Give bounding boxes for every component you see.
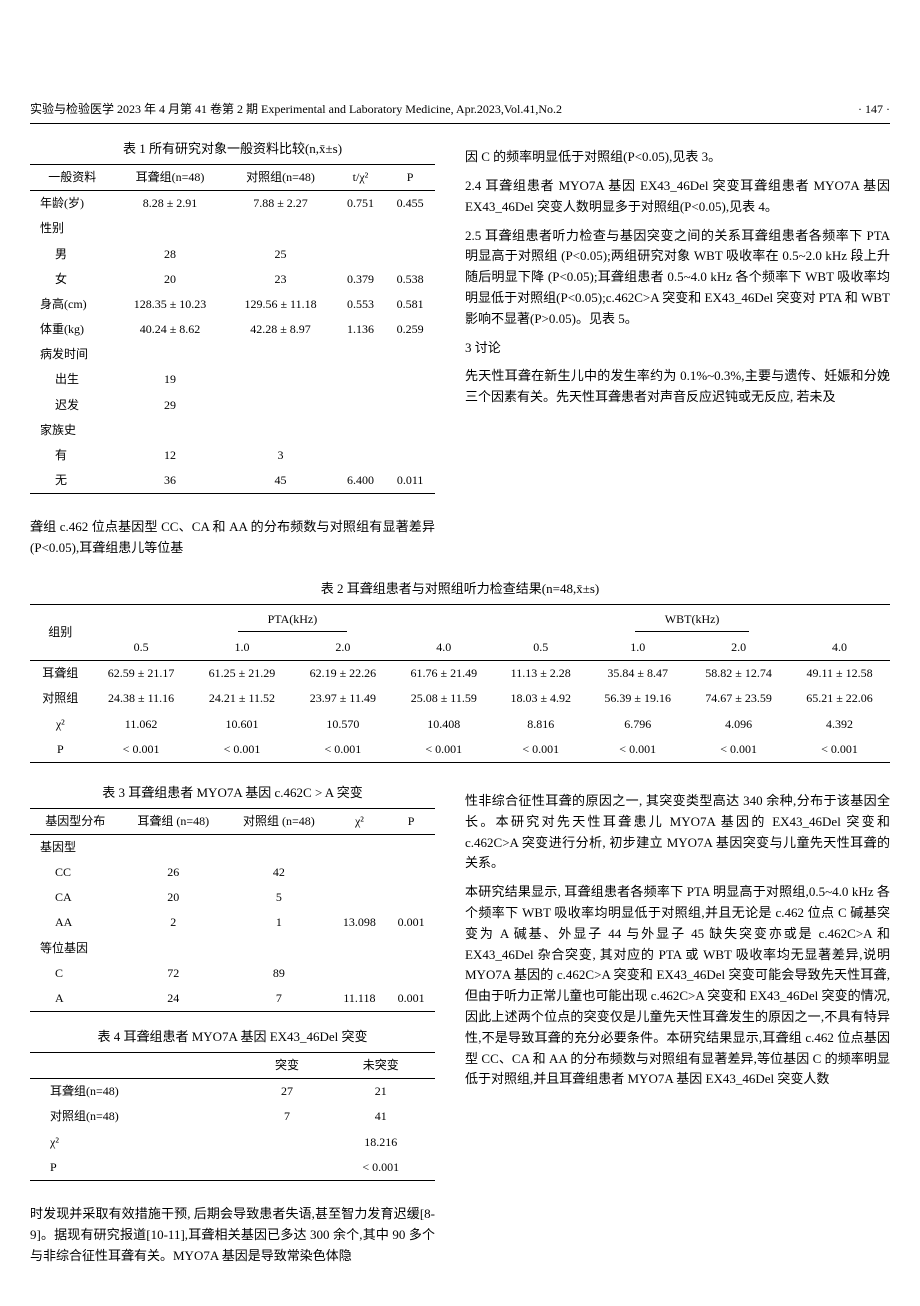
journal-info: 实验与检验医学 2023 年 4 月第 41 卷第 2 期 Experiment… (30, 100, 562, 119)
page-number: · 147 · (858, 100, 890, 119)
bottom-left-para: 时发现并采取有效措施干预, 后期会导致患者失语,甚至智力发育迟缓[8-9]。据现… (30, 1204, 435, 1266)
right-column-top: 因 C 的频率明显低于对照组(P<0.05),见表 3。2.4 耳聋组患者 MY… (465, 139, 890, 559)
running-header: 实验与检验医学 2023 年 4 月第 41 卷第 2 期 Experiment… (30, 100, 890, 124)
table3-title: 表 3 耳聋组患者 MYO7A 基因 c.462C > A 突变 (30, 783, 435, 804)
table3: 基因型分布耳聋组 (n=48)对照组 (n=48)χ²P 基因型CC2642CA… (30, 808, 435, 1013)
table2: 组别 PTA(kHz) WBT(kHz) 0.51.02.04.00.51.02… (30, 604, 890, 763)
table2-title: 表 2 耳聋组患者与对照组听力检查结果(n=48,x̄±s) (30, 579, 890, 600)
table1-title: 表 1 所有研究对象一般资料比较(n,x̄±s) (30, 139, 435, 160)
table1: 一般资料耳聋组(n=48)对照组(n=48)t/χ²P 年龄(岁)8.28 ± … (30, 164, 435, 494)
para-left-frag: 聋组 c.462 位点基因型 CC、CA 和 AA 的分布频数与对照组有显著差异… (30, 517, 435, 559)
table4: 突变未突变 耳聋组(n=48)2721对照组(n=48)741χ²18.216P… (30, 1052, 435, 1181)
right-column-bottom: 性非综合征性耳聋的原因之一, 其突变类型高达 340 余种,分布于该基因全长。本… (465, 783, 890, 1266)
table4-title: 表 4 耳聋组患者 MYO7A 基因 EX43_46Del 突变 (30, 1027, 435, 1048)
